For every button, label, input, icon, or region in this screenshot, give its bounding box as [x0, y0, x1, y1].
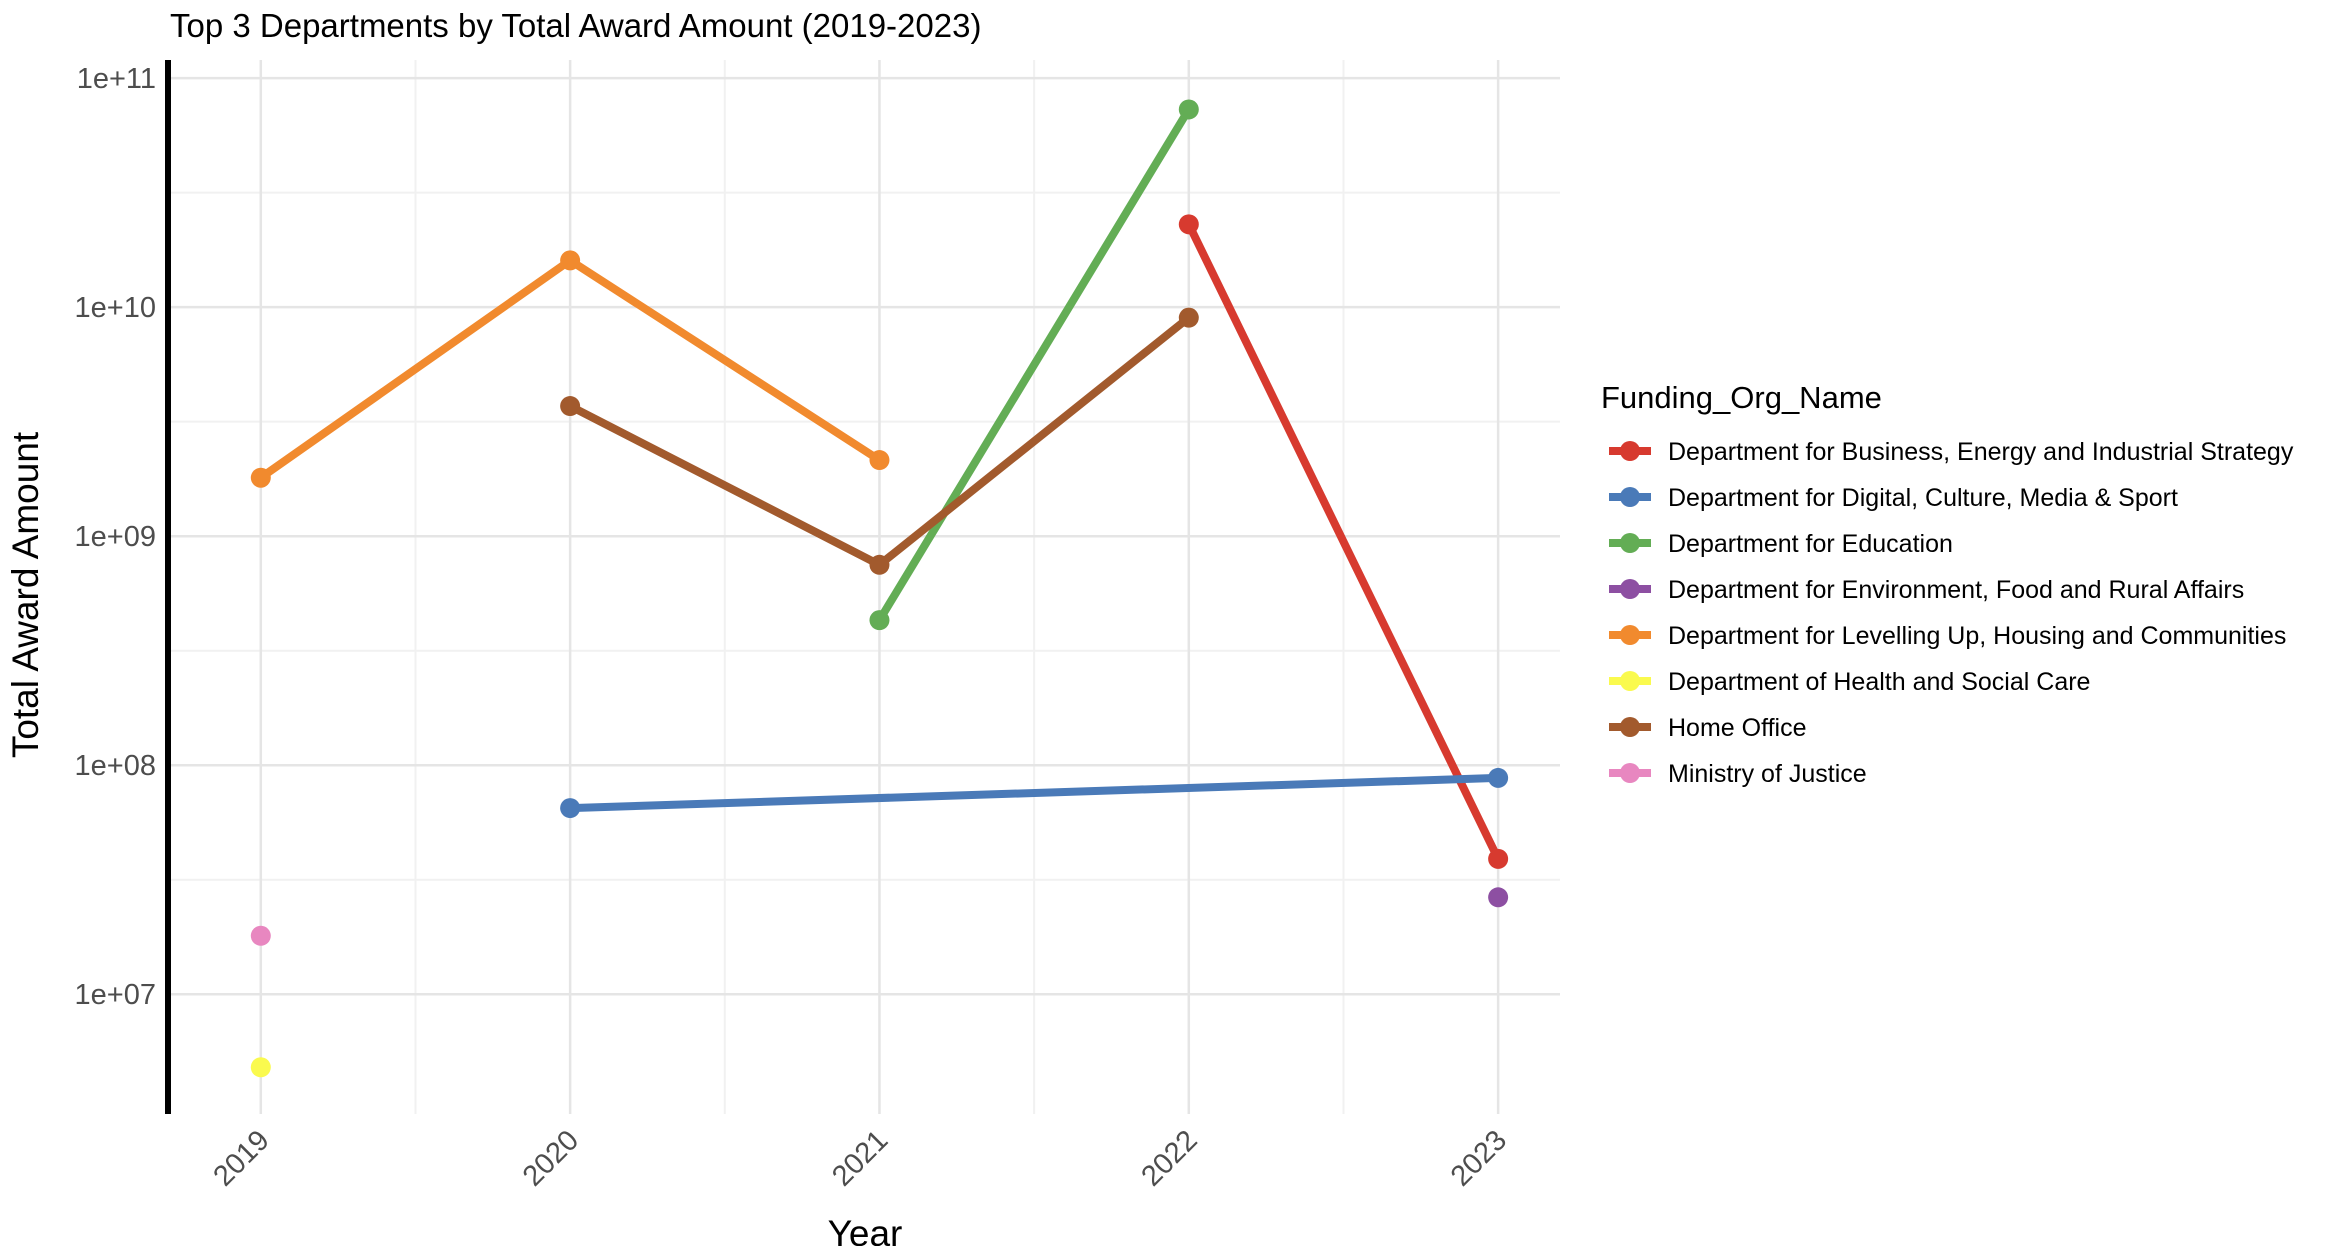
legend-label: Department of Health and Social Care: [1668, 668, 2090, 696]
series-line: [569, 773, 1499, 813]
series: [250, 99, 1509, 1078]
series-line: [876, 107, 1193, 623]
x-tick-label: 2019: [208, 1124, 276, 1192]
legend-key-point: [1620, 533, 1640, 553]
grid: [168, 60, 1560, 1114]
data-point: [250, 925, 271, 946]
data-point: [1178, 214, 1199, 235]
data-point: [1178, 99, 1199, 120]
data-point: [869, 450, 890, 471]
x-tick-label: 2022: [1136, 1124, 1204, 1192]
legend-key-point: [1620, 717, 1640, 737]
chart-title: Top 3 Departments by Total Award Amount …: [170, 7, 981, 44]
legend: Funding_Org_Name Department for Business…: [1601, 380, 2294, 788]
legend-title: Funding_Org_Name: [1601, 380, 1882, 415]
legend-key-point: [1620, 441, 1640, 461]
legend-label: Department for Levelling Up, Housing and…: [1668, 622, 2286, 650]
data-point: [250, 1057, 271, 1078]
x-tick-label: 2021: [826, 1124, 894, 1192]
legend-label: Department for Business, Energy and Indu…: [1668, 438, 2294, 466]
data-point: [250, 467, 271, 488]
x-tick-label: 2020: [517, 1124, 585, 1192]
y-tick-label: 1e+08: [75, 750, 156, 782]
legend-label: Ministry of Justice: [1668, 760, 1867, 788]
data-point: [1488, 848, 1509, 869]
data-point: [1488, 767, 1509, 788]
legend-key-point: [1620, 763, 1640, 783]
axes: 1e+07 1e+08 1e+09 1e+10 1e+11 2019 2020 2021 202…: [75, 60, 1513, 1193]
data-point: [560, 396, 581, 417]
y-tick-label: 1e+10: [75, 292, 156, 324]
data-point: [869, 610, 890, 631]
legend-key-point: [1620, 579, 1640, 599]
legend-label: Department for Environment, Food and Rur…: [1668, 576, 2244, 604]
y-tick-label: 1e+11: [77, 63, 156, 95]
y-axis-label: Total Award Amount: [5, 431, 46, 758]
data-point: [1178, 307, 1199, 328]
data-point: [869, 554, 890, 575]
data-point: [560, 250, 581, 271]
legend-key-point: [1620, 671, 1640, 691]
series-line: [1185, 222, 1502, 861]
y-tick-label: 1e+07: [75, 979, 156, 1011]
legend-label: Home Office: [1668, 714, 1806, 742]
x-tick-label: 2023: [1445, 1124, 1513, 1192]
x-axis-label: Year: [828, 1213, 903, 1246]
data-point: [560, 798, 581, 819]
legend-key-point: [1620, 625, 1640, 645]
y-tick-label: 1e+09: [75, 521, 156, 553]
legend-label: Department for Education: [1668, 530, 1953, 558]
data-point: [1488, 887, 1509, 908]
legend-key-point: [1620, 487, 1640, 507]
legend-label: Department for Digital, Culture, Media &…: [1668, 484, 2178, 512]
